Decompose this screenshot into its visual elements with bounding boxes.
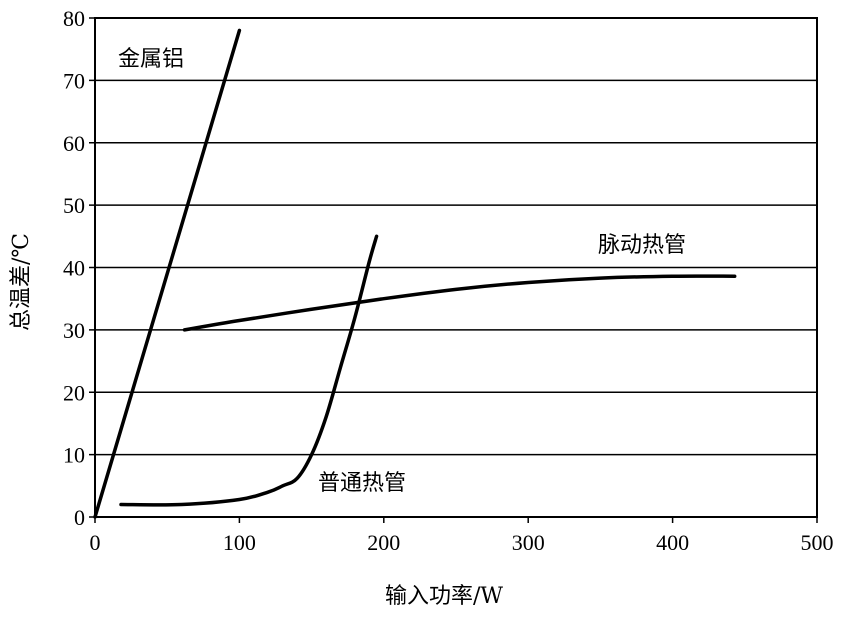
x-tick-label: 200 bbox=[367, 530, 400, 555]
x-tick-label: 300 bbox=[512, 530, 545, 555]
series-line-aluminum bbox=[93, 28, 242, 519]
series-line-pulsating-heat-pipe bbox=[182, 274, 737, 332]
y-tick-label: 10 bbox=[63, 443, 85, 468]
grid-lines bbox=[95, 79, 817, 456]
x-tick-label: 0 bbox=[90, 530, 101, 555]
series-label-aluminum: 金属铝 bbox=[118, 47, 184, 72]
series-line-regular-heat-pipe bbox=[119, 234, 379, 507]
y-tick-label: 60 bbox=[63, 131, 85, 156]
y-tick-label: 0 bbox=[74, 505, 85, 530]
y-tick-label: 40 bbox=[63, 256, 85, 281]
series-label-pulsating-heat-pipe: 脉动热管 bbox=[598, 233, 686, 258]
y-axis-label: 总温差/℃ bbox=[9, 233, 34, 331]
x-tick-label: 400 bbox=[656, 530, 689, 555]
x-tick-labels: 0 100 200 300 400 500 bbox=[90, 530, 834, 555]
x-tick-label: 500 bbox=[801, 530, 834, 555]
x-tick-label: 100 bbox=[223, 530, 256, 555]
y-tick-label: 30 bbox=[63, 318, 85, 343]
y-tick-labels: 0 10 20 30 40 50 60 70 80 bbox=[63, 6, 85, 530]
y-tick-label: 70 bbox=[63, 68, 85, 93]
y-tick-label: 80 bbox=[63, 6, 85, 31]
y-tick-label: 50 bbox=[63, 193, 85, 218]
series-lines bbox=[93, 28, 737, 519]
x-axis-label: 输入功率/W bbox=[385, 584, 503, 609]
tick-marks bbox=[89, 17, 818, 523]
series-label-regular-heat-pipe: 普通热管 bbox=[318, 471, 406, 496]
y-tick-label: 20 bbox=[63, 380, 85, 405]
